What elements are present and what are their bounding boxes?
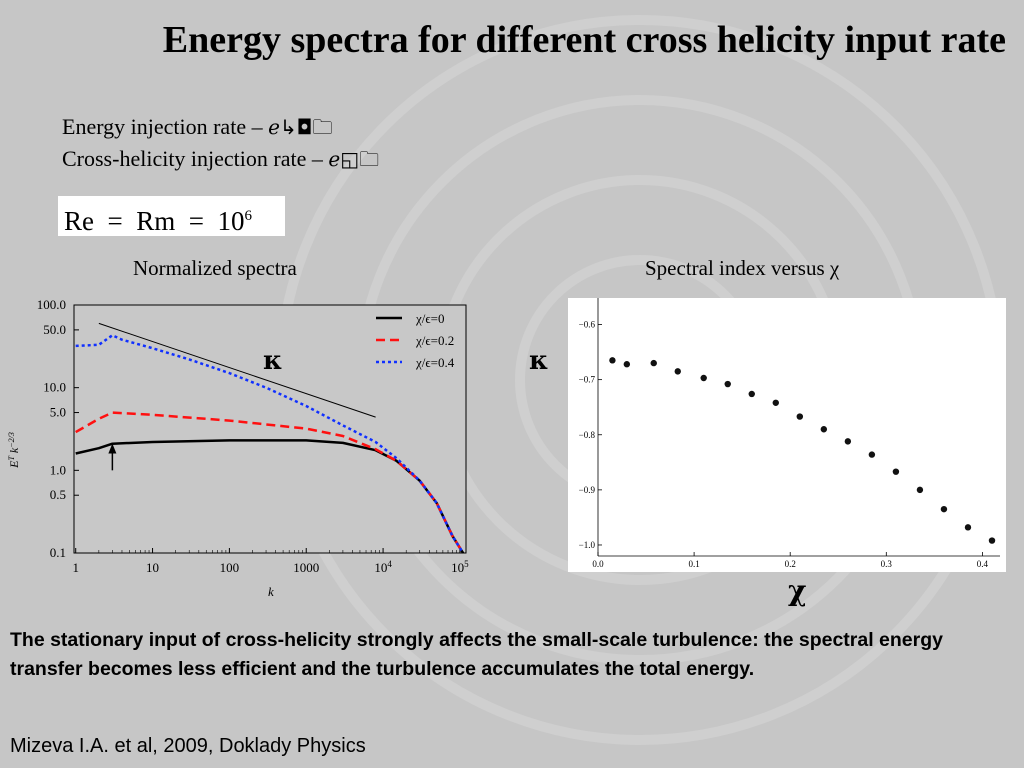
energy-injection-symbol: ℯ↳◘🗀 xyxy=(268,115,333,139)
energy-injection-line: Energy injection rate – ℯ↳◘🗀 xyxy=(62,113,333,147)
x-tick-label: 0.0 xyxy=(592,559,604,569)
data-point xyxy=(916,486,924,494)
x-axis-label: k xyxy=(268,584,274,599)
cross-helicity-injection-symbol: ℯ◱🗀 xyxy=(328,147,380,171)
x-tick-label: 0.1 xyxy=(688,559,699,569)
x-tick-label: 1000 xyxy=(293,560,319,575)
plot-area xyxy=(73,304,467,554)
left-chart-title: Normalized spectra xyxy=(133,256,297,280)
cross-helicity-injection-line: Cross-helicity injection rate – ℯ◱🗀 xyxy=(62,145,379,179)
y-tick-label: −0.9 xyxy=(579,485,596,495)
y-tick-label: 10.0 xyxy=(43,380,66,395)
y-tick-label: −0.8 xyxy=(579,430,596,440)
y-tick-label: −1.0 xyxy=(579,540,596,550)
energy-injection-label: Energy injection rate – xyxy=(62,114,269,139)
conclusion-text: The stationary input of cross-helicity s… xyxy=(10,629,944,680)
x-tick-label: 0.3 xyxy=(881,559,893,569)
y-tick-label: 100.0 xyxy=(37,297,66,312)
arrow-head xyxy=(108,443,117,454)
reference-slope-line xyxy=(98,322,376,418)
series-line-1 xyxy=(75,411,465,554)
y-axis-label: ET k−2/3 xyxy=(7,432,22,469)
chi-axis-label: χ xyxy=(788,574,807,607)
x-tick-label: 10 xyxy=(146,560,159,575)
plot-background xyxy=(568,298,1006,572)
y-tick-label: 1.0 xyxy=(50,462,66,477)
kappa-label-left: κ xyxy=(263,346,283,376)
x-tick-label: 1 xyxy=(72,560,79,575)
y-tick-label: 0.1 xyxy=(50,545,66,560)
data-point xyxy=(748,390,755,398)
y-tick-label: −0.7 xyxy=(579,375,596,385)
reynolds-equation: Re = Rm = 106 xyxy=(58,196,285,236)
data-point xyxy=(609,357,616,364)
data-point xyxy=(892,468,900,475)
x-tick-label: 0.2 xyxy=(785,559,796,569)
x-tick-label: 104 xyxy=(374,559,392,575)
data-point xyxy=(940,505,948,513)
data-point xyxy=(844,438,852,445)
reynolds-equation-exponent: 6 xyxy=(244,208,252,224)
data-point xyxy=(623,361,631,368)
data-point xyxy=(724,380,731,388)
series-line-2 xyxy=(75,334,465,554)
legend-label-1: χ/ϵ=0.2 xyxy=(415,333,454,348)
x-tick-label: 105 xyxy=(451,559,469,575)
cross-helicity-injection-label: Cross-helicity injection rate – xyxy=(62,146,329,171)
x-tick-label: 0.4 xyxy=(977,559,989,569)
y-tick-label: 50.0 xyxy=(43,322,66,337)
y-tick-label: −0.6 xyxy=(579,320,596,330)
x-tick-label: 100 xyxy=(220,560,240,575)
y-tick-label: 0.5 xyxy=(50,487,66,502)
data-point xyxy=(650,359,657,367)
normalized-spectra-chart: 1 10 100 1000 104 105 0.1 0.5 1.0 5.0 10.0 50.0 100.… xyxy=(7,297,470,599)
data-point xyxy=(674,368,681,375)
citation: Mizeva I.A. et al, 2009, Doklady Physics xyxy=(10,735,366,757)
spectral-index-chart: 0.0 0.1 0.2 0.3 0.4 −0.6 −0.7 −0.8 −0.9 −1.0 xyxy=(568,298,1006,572)
legend-label-0: χ/ϵ=0 xyxy=(415,311,444,326)
right-chart-title: Spectral index versus χ xyxy=(645,256,840,280)
data-point xyxy=(964,524,972,531)
reynolds-equation-text: Re = Rm = 10 xyxy=(64,206,245,236)
data-point xyxy=(796,413,804,420)
legend-label-2: χ/ϵ=0.4 xyxy=(415,355,455,370)
data-point xyxy=(772,399,779,406)
data-point xyxy=(820,426,828,433)
slide-title: Energy spectra for different cross helic… xyxy=(162,19,1006,61)
data-point xyxy=(868,451,876,458)
data-point xyxy=(988,537,996,544)
y-tick-label: 5.0 xyxy=(50,405,66,420)
kappa-label-right: κ xyxy=(529,346,549,376)
data-point xyxy=(700,374,707,382)
